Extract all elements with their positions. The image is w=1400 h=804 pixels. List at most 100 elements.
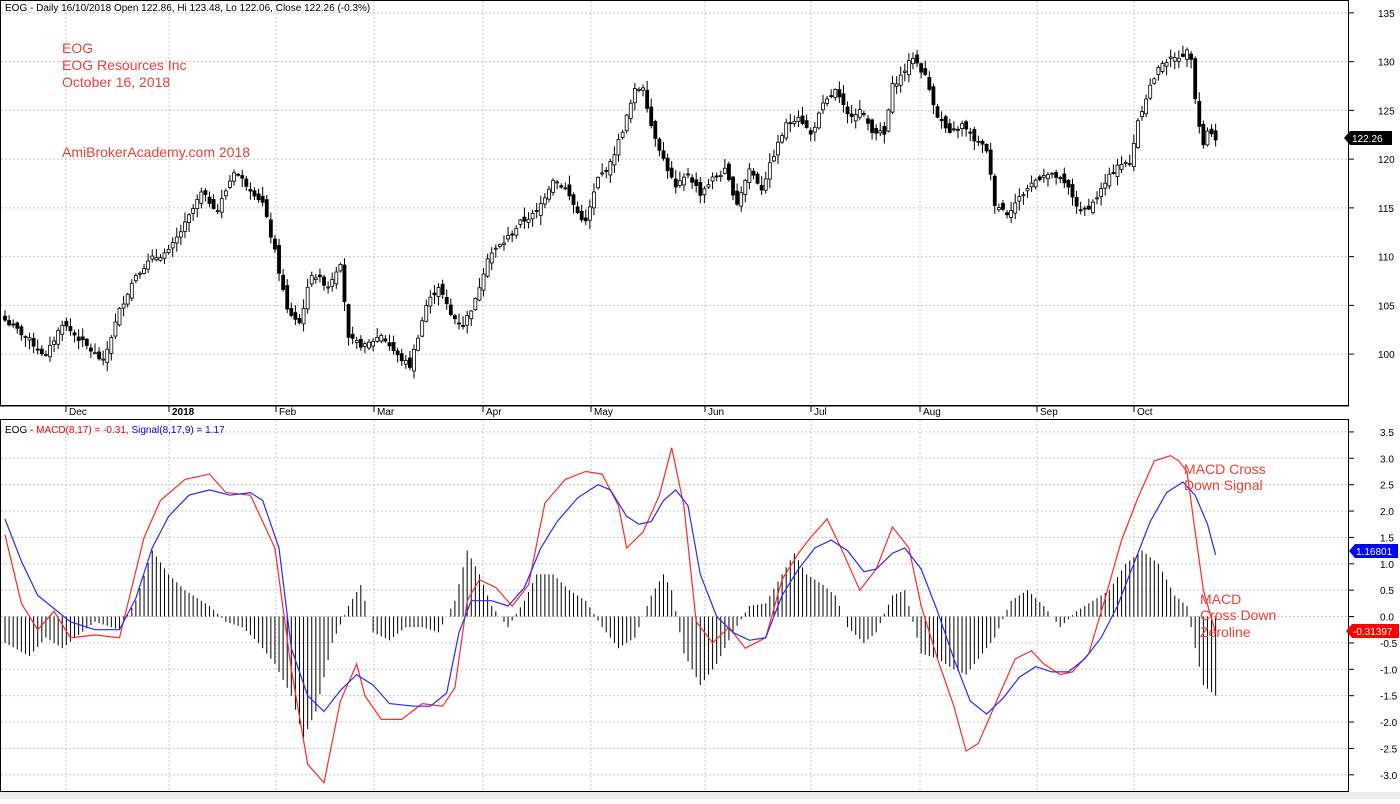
candle [1152, 77, 1157, 85]
candle-body-down [273, 238, 277, 250]
candle [825, 95, 829, 107]
sheet-tab-strip[interactable] [0, 792, 1400, 799]
candle [207, 191, 212, 208]
candle-body-down [755, 173, 760, 184]
candle-body-down [1074, 197, 1079, 207]
candle-body-up [743, 179, 748, 196]
candle-body-up [628, 102, 633, 119]
candle [146, 253, 151, 274]
candle-body-up [301, 308, 306, 325]
candle [841, 85, 846, 113]
candle [804, 114, 809, 129]
candle-body-down [256, 193, 261, 201]
candle-body-down [448, 304, 453, 315]
candle [563, 182, 568, 191]
candle [19, 324, 24, 341]
candle [1127, 154, 1132, 167]
candle-body-down [84, 338, 89, 346]
candle-body-up [637, 88, 641, 91]
candle-body-up [1185, 49, 1189, 60]
candle [183, 212, 187, 238]
candle [690, 174, 695, 189]
candle [931, 83, 936, 115]
candle [587, 199, 592, 230]
candle [612, 146, 617, 173]
candle [211, 193, 216, 210]
candle-body-down [1209, 128, 1214, 135]
candle-body-down [391, 342, 396, 352]
candle [142, 264, 146, 275]
candle [11, 319, 16, 328]
price-tick-label: 110 [1378, 253, 1394, 264]
candle-body-down [657, 138, 662, 151]
candle-body-up [514, 227, 519, 236]
candle-body-up [600, 172, 605, 175]
candle-body-down [11, 323, 16, 326]
candle [84, 338, 89, 350]
candle [268, 212, 273, 244]
candle-body-up [1009, 210, 1014, 218]
candle [870, 118, 874, 140]
candle [1095, 191, 1099, 205]
candle-body-up [1156, 67, 1161, 76]
candle-body-down [408, 357, 412, 368]
candle-body-down [432, 292, 437, 296]
macd-tick-label: -3.0 [1380, 771, 1398, 782]
candle-body-down [915, 54, 919, 64]
candle-body-up [641, 87, 645, 91]
candle [363, 341, 367, 354]
candle [68, 318, 73, 336]
candle-body-up [780, 135, 784, 143]
candle-body-up [587, 206, 592, 221]
candle [808, 127, 813, 142]
candle-body-up [166, 248, 171, 254]
candle [52, 336, 56, 353]
candle-body-down [571, 194, 576, 206]
candle [923, 60, 928, 76]
date-axis: Dec 2018 Feb Mar Apr May Jun Jul Aug Sep Oct [65, 406, 1153, 418]
candle [56, 327, 61, 350]
candle [1086, 198, 1091, 211]
candle [1205, 127, 1210, 147]
candle [60, 320, 65, 342]
candle [1050, 172, 1054, 179]
candle [403, 355, 408, 369]
candle-body-up [375, 336, 380, 342]
candle [1029, 175, 1034, 192]
candle [101, 350, 106, 366]
candle-body-up [117, 307, 122, 326]
candle [1119, 156, 1124, 174]
candle [780, 132, 784, 144]
candle [628, 99, 633, 124]
candle [992, 173, 997, 214]
candle [530, 209, 535, 227]
candle-body-down [927, 77, 932, 90]
candle-body-down [350, 333, 355, 339]
candle [522, 207, 527, 229]
candle [383, 335, 388, 343]
candle-body-up [215, 210, 220, 212]
price-tick-label: 100 [1378, 350, 1395, 361]
candle [534, 202, 539, 219]
candle [718, 170, 723, 182]
price-pane-title: EOG - Daily 16/10/2018 Open 122.86, Hi 1… [5, 3, 370, 14]
candle-body-down [992, 175, 997, 206]
candle-body-up [960, 123, 964, 130]
candle-body-up [1168, 56, 1173, 59]
annotation-cross-signal-line1: MACD Cross [1184, 461, 1266, 477]
candle-body-down [972, 129, 977, 142]
candle [821, 94, 825, 115]
candle [702, 186, 707, 204]
candle-body-down [731, 176, 735, 196]
candle-body-up [493, 247, 498, 250]
candle-body-up [518, 219, 523, 225]
candle-body-up [379, 335, 384, 342]
candle-body-up [1127, 163, 1132, 165]
candle-body-down [1086, 205, 1091, 210]
candle [1062, 167, 1067, 189]
candle [1209, 124, 1214, 138]
candle [551, 178, 555, 196]
candle [461, 316, 465, 330]
candle-body-up [428, 296, 433, 307]
candle [1009, 201, 1014, 224]
